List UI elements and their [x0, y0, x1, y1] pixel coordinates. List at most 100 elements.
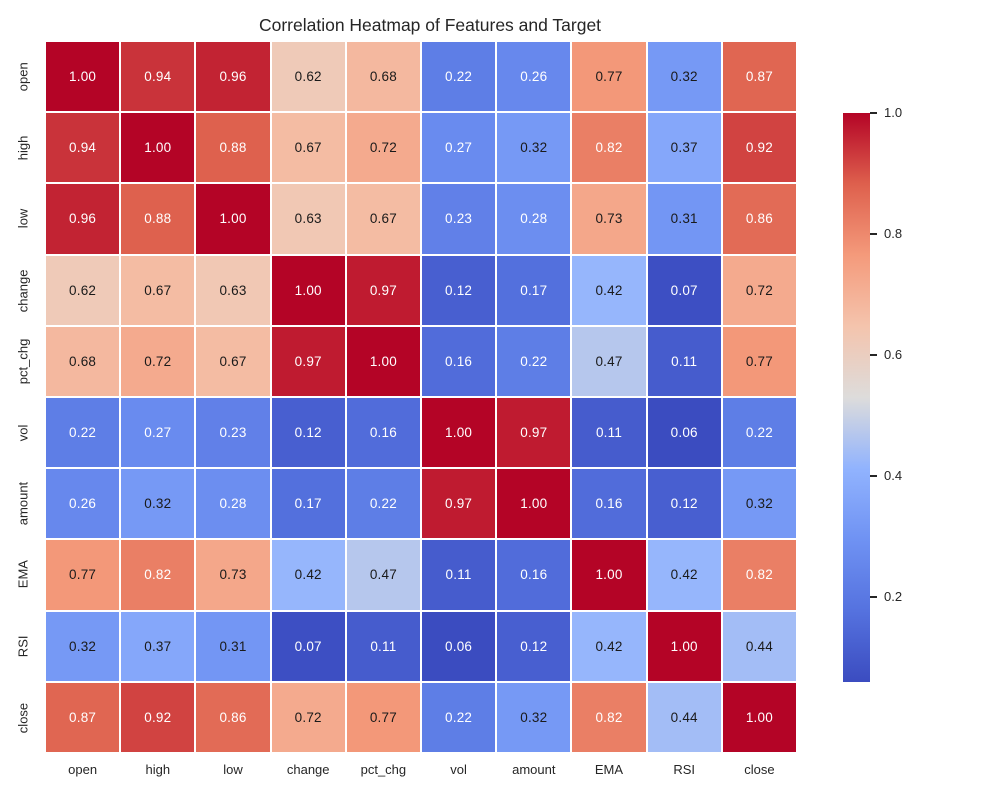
cell-value: 0.63: [219, 282, 247, 298]
y-axis-label: vol: [15, 424, 31, 441]
heatmap-cell: 0.32: [497, 113, 571, 183]
heatmap-cell: 0.88: [121, 184, 195, 254]
heatmap-cell: 0.16: [572, 469, 646, 539]
heatmap-cell: 0.97: [421, 469, 496, 539]
heatmap-cell: 0.42: [647, 540, 721, 610]
x-axis-label: open: [68, 762, 98, 777]
cell-value: 0.92: [745, 140, 773, 156]
heatmap-cell: 1.00: [346, 326, 420, 396]
colorbar-tick-label: 0.6: [884, 347, 903, 363]
cell-value: 1.00: [144, 140, 172, 156]
heatmap-cell: 1.00: [121, 113, 195, 183]
y-axis-label: high: [15, 135, 31, 161]
cell-value: 0.26: [69, 496, 97, 512]
colorbar-tick-label: 1.0: [884, 105, 903, 120]
cell-value: 0.32: [520, 709, 548, 725]
colorbar-tick-mark: [870, 596, 877, 599]
heatmap-cell: 0.82: [722, 540, 796, 610]
cell-value: 0.07: [294, 638, 322, 654]
cell-value: 0.31: [219, 638, 247, 654]
cell-value: 1.00: [369, 353, 397, 369]
heatmap-cell: 0.12: [271, 397, 345, 468]
heatmap-cell: 0.62: [271, 42, 345, 112]
cell-value: 0.82: [745, 567, 773, 583]
heatmap-cell: 0.07: [647, 255, 721, 325]
heatmap-cell: 0.86: [722, 184, 796, 254]
heatmap-cell: 0.17: [497, 255, 571, 325]
cell-value: 0.22: [69, 425, 97, 441]
cell-value: 0.22: [369, 496, 397, 512]
cell-value: 0.37: [670, 140, 698, 156]
cell-value: 0.87: [745, 69, 773, 85]
heatmap-cell: 1.00: [647, 611, 721, 681]
cell-value: 0.22: [445, 709, 473, 725]
heatmap-cell: 0.72: [121, 326, 195, 396]
heatmap-cell: 0.31: [196, 611, 270, 681]
y-axis-label: change: [15, 268, 31, 312]
heatmap-cell: 0.32: [722, 469, 796, 539]
cell-value: 0.12: [294, 425, 322, 441]
cell-value: 0.26: [520, 69, 548, 85]
x-axis-label: change: [286, 762, 330, 777]
cell-value: 0.32: [144, 496, 172, 512]
cell-value: 0.44: [670, 709, 698, 725]
heatmap-cell: 0.37: [647, 113, 721, 183]
heatmap-cell: 0.77: [722, 326, 796, 396]
colorbar-tick-mark: [870, 475, 877, 478]
cell-value: 0.16: [445, 353, 473, 369]
cell-value: 1.00: [595, 567, 623, 583]
cell-value: 0.11: [370, 638, 397, 654]
cell-value: 0.94: [69, 140, 97, 156]
x-axis-label: EMA: [594, 762, 624, 777]
heatmap-cell: 0.32: [46, 611, 120, 681]
y-axis-label: open: [15, 62, 31, 92]
cell-value: 0.32: [670, 69, 698, 85]
heatmap-cell: 0.16: [421, 326, 496, 396]
heatmap-cell: 0.11: [346, 611, 420, 681]
heatmap-cell: 0.47: [346, 540, 420, 610]
cell-value: 0.27: [144, 425, 172, 441]
heatmap-cell: 0.22: [497, 326, 571, 396]
heatmap-cell: 0.62: [46, 255, 120, 325]
colorbar-gradient: [843, 113, 870, 682]
cell-value: 0.32: [745, 496, 773, 512]
heatmap-cell: 0.67: [271, 113, 345, 183]
cell-value: 0.97: [294, 353, 322, 369]
heatmap-cell: 0.77: [46, 540, 120, 610]
cell-value: 0.31: [670, 211, 698, 227]
heatmap-cell: 0.47: [572, 326, 646, 396]
heatmap-cell: 0.68: [46, 326, 120, 396]
cell-value: 0.27: [445, 140, 473, 156]
heatmap-cell: 0.06: [647, 397, 721, 468]
heatmap-cell: 0.42: [572, 255, 646, 325]
cell-value: 0.72: [745, 282, 773, 298]
cell-value: 0.42: [670, 567, 698, 583]
colorbar-tick-mark: [870, 112, 877, 114]
heatmap-cell: 0.63: [196, 255, 270, 325]
cell-value: 0.67: [369, 211, 397, 227]
heatmap-cell: 0.23: [196, 397, 270, 468]
cell-value: 0.11: [595, 425, 623, 441]
heatmap-cell: 0.22: [346, 469, 420, 539]
heatmap-cell: 0.67: [196, 326, 270, 396]
heatmap-cell: 1.00: [722, 682, 796, 752]
cell-value: 0.23: [219, 425, 247, 441]
cell-value: 0.77: [369, 709, 397, 725]
cell-value: 0.07: [670, 282, 698, 298]
cell-value: 0.28: [219, 496, 247, 512]
heatmap-cell: 0.73: [196, 540, 270, 610]
cell-value: 1.00: [745, 709, 773, 725]
cell-value: 0.12: [520, 638, 548, 654]
heatmap-cell: 0.72: [271, 682, 345, 752]
heatmap-cell: 0.72: [346, 113, 420, 183]
x-axis-label: high: [145, 762, 171, 777]
heatmap-cell: 0.32: [647, 42, 721, 112]
heatmap-cell: 1.00: [271, 255, 345, 325]
cell-value: 0.37: [144, 638, 172, 654]
colorbar-tick-label: 0.2: [884, 589, 903, 605]
heatmap-cell: 0.26: [46, 469, 120, 539]
cell-value: 0.97: [369, 282, 397, 298]
heatmap-cell: 0.28: [497, 184, 571, 254]
heatmap-cell: 0.27: [421, 113, 496, 183]
cell-value: 0.88: [219, 140, 247, 156]
